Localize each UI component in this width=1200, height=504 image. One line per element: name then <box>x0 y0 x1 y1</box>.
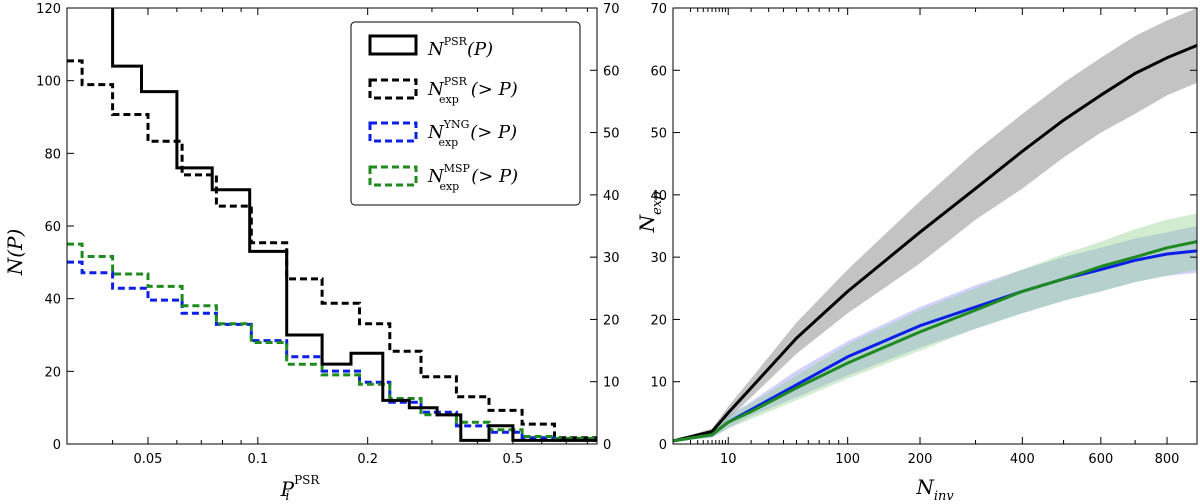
left-right-y-tick-label: 20 <box>603 313 620 328</box>
right-band-total <box>673 8 1197 441</box>
left-y-tick-label: 0 <box>53 438 61 453</box>
right-y-tick-label: 20 <box>650 313 667 328</box>
legend-swatch-psr <box>368 34 418 56</box>
left-x-tick-label: 0.5 <box>503 452 524 467</box>
right-line-total <box>673 44 1197 443</box>
left-right-y-tick-label: 0 <box>603 438 611 453</box>
left-series-1 <box>67 59 597 440</box>
right-y-tick-label: 60 <box>650 64 667 79</box>
left-right-y-tick-label: 10 <box>603 376 620 391</box>
left-x-axis-label: PPSR i <box>280 473 321 504</box>
legend-frame <box>350 21 581 206</box>
legend-swatch-exp-msp <box>368 165 418 187</box>
left-x-tick-label: 0.1 <box>247 452 268 467</box>
left-y-tick-label: 100 <box>36 75 61 90</box>
left-series-2 <box>67 260 597 442</box>
left-right-y-axis-label: Nexp <box>635 191 665 234</box>
left-y-tick-label: 80 <box>44 147 61 162</box>
right-y-tick-label: 50 <box>650 127 667 142</box>
right-line-MSP <box>673 240 1197 443</box>
left-y-tick-label: 120 <box>36 2 61 17</box>
right-plot-frame <box>672 7 1198 445</box>
right-y-tick-label: 70 <box>650 2 667 17</box>
right-y-tick-label: 40 <box>650 189 667 204</box>
right-x-tick-label: 10 <box>720 452 737 467</box>
left-x-tick-label: 0.05 <box>133 452 162 467</box>
left-right-y-tick-label: 50 <box>603 127 620 142</box>
left-right-y-tick-label: 60 <box>603 64 620 79</box>
right-x-tick-label: 600 <box>1088 452 1113 467</box>
legend-swatch-exp-psr <box>368 78 418 100</box>
legend-swatch-exp-yng <box>368 121 418 143</box>
left-right-y-tick-label: 70 <box>603 2 620 17</box>
right-x-tick-label: 100 <box>835 452 860 467</box>
right-x-tick-label: 800 <box>1155 452 1180 467</box>
left-series-3 <box>67 242 597 440</box>
left-panel: 0.05 0.1 0.2 0.5020406080100120010203040506… <box>3 2 665 504</box>
left-y-tick-label: 20 <box>44 365 61 380</box>
right-x-tick-label: 400 <box>1010 452 1035 467</box>
legend-label-exp-psr: NPSR exp (> P) <box>427 75 518 106</box>
right-y-tick-label: 0 <box>659 438 667 453</box>
left-y-tick-label: 40 <box>44 293 61 308</box>
right-x-tick-label: 200 <box>908 452 933 467</box>
left-series-0 <box>111 8 597 442</box>
legend-label-exp-msp: NMSP exp (> P) <box>427 162 518 193</box>
right-y-tick-label: 30 <box>650 251 667 266</box>
legend-label-exp-yng: NYNG exp (> P) <box>427 118 517 149</box>
left-x-tick-label: 0.2 <box>357 452 378 467</box>
right-y-tick-label: 10 <box>650 376 667 391</box>
legend: NPSR(P) NPSR exp (> P) NYNG exp (> P) NMSP ex… <box>350 21 581 206</box>
legend-label-psr: NPSR(P) <box>427 35 493 60</box>
left-y-axis-label: N(P) <box>3 229 27 277</box>
left-right-y-tick-label: 30 <box>603 251 620 266</box>
left-right-y-tick-label: 40 <box>603 189 620 204</box>
left-y-tick-label: 60 <box>44 220 61 235</box>
right-x-axis-label: Ninv <box>915 475 954 504</box>
